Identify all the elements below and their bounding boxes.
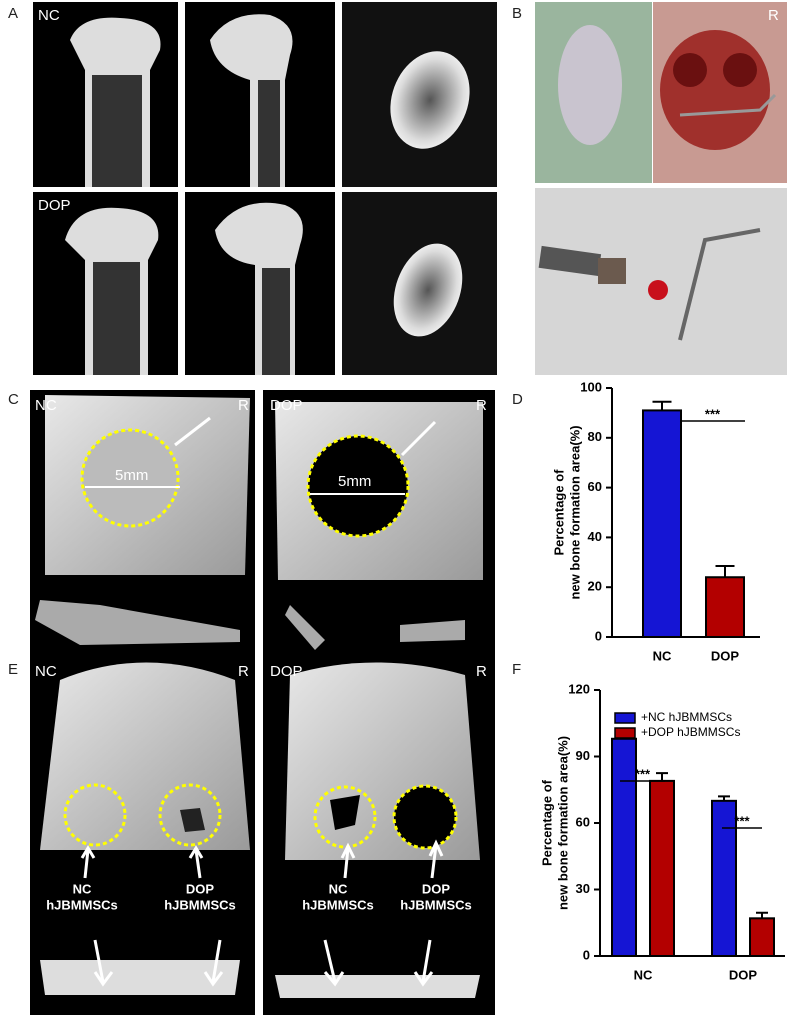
y-tick-label: 60 <box>576 814 590 829</box>
bar <box>711 799 737 957</box>
bar <box>649 779 675 958</box>
y-axis-label: Percentage of <box>539 779 554 866</box>
image-label: R <box>476 397 487 414</box>
image-label: NC <box>38 7 60 24</box>
image-label: NC <box>35 663 57 680</box>
image-label: hJBMMSCs <box>302 897 374 912</box>
y-tick-label: 0 <box>583 947 590 962</box>
y-axis-label: Percentage of <box>551 469 566 556</box>
panel-c-images <box>30 390 495 680</box>
y-tick-label: 30 <box>576 881 590 896</box>
panel-label: B <box>512 5 522 22</box>
error-bar <box>715 565 735 578</box>
bar <box>749 917 775 957</box>
legend-swatch <box>614 727 636 739</box>
legend-label: +DOP hJBMMSCs <box>641 725 740 739</box>
panel-label: F <box>512 661 521 678</box>
panel-label: D <box>512 391 523 408</box>
image-label: NC <box>329 881 348 896</box>
scale-label: 5mm <box>115 467 148 484</box>
annotation: *** <box>734 813 750 828</box>
error-bar <box>756 911 768 919</box>
x-tick-label: DOP <box>711 648 740 663</box>
panel-label: A <box>8 5 18 22</box>
image-label: DOP <box>422 881 451 896</box>
image-label: NC <box>35 397 57 414</box>
static-texts: A B C D E F NC DOP R NC R DOP R 5mm 5mm … <box>8 5 779 912</box>
y-tick-label: 80 <box>588 429 602 444</box>
image-label: hJBMMSCs <box>46 897 118 912</box>
error-bar <box>656 772 668 781</box>
error-bar <box>718 795 730 801</box>
legend-swatch <box>614 712 636 724</box>
panel-a-images <box>33 2 497 375</box>
panel-b-photos <box>535 2 787 375</box>
y-axis-label: new bone formation area(%) <box>567 425 582 599</box>
x-tick-label: NC <box>653 648 672 663</box>
error-bar <box>652 400 672 411</box>
bar <box>705 576 745 638</box>
image-label: DOP <box>186 881 215 896</box>
bar <box>611 737 637 957</box>
y-tick-label: 0 <box>595 628 602 643</box>
x-tick-label: DOP <box>729 967 758 982</box>
image-label: R <box>238 663 249 680</box>
y-axis-label: new bone formation area(%) <box>555 736 570 910</box>
y-tick-label: 90 <box>576 748 590 763</box>
image-label: DOP <box>38 197 71 214</box>
annotation: *** <box>635 766 651 781</box>
image-label: hJBMMSCs <box>400 897 472 912</box>
image-label: R <box>476 663 487 680</box>
image-label: R <box>238 397 249 414</box>
panel-label: E <box>8 661 18 678</box>
y-tick-label: 100 <box>580 379 602 394</box>
y-tick-label: 40 <box>588 529 602 544</box>
y-tick-label: 60 <box>588 479 602 494</box>
scale-label: 5mm <box>338 473 371 490</box>
panel-e-images <box>30 655 495 1015</box>
image-label: R <box>768 7 779 24</box>
y-tick-label: 20 <box>588 579 602 594</box>
annotation: *** <box>705 406 721 421</box>
y-tick-label: 120 <box>568 681 590 696</box>
image-label: NC <box>73 881 92 896</box>
image-label: hJBMMSCs <box>164 897 236 912</box>
x-tick-label: NC <box>634 967 653 982</box>
image-label: DOP <box>270 397 303 414</box>
image-label: DOP <box>270 663 303 680</box>
legend-label: +NC hJBMMSCs <box>641 710 732 724</box>
panel-label: C <box>8 391 19 408</box>
bar <box>642 409 682 638</box>
